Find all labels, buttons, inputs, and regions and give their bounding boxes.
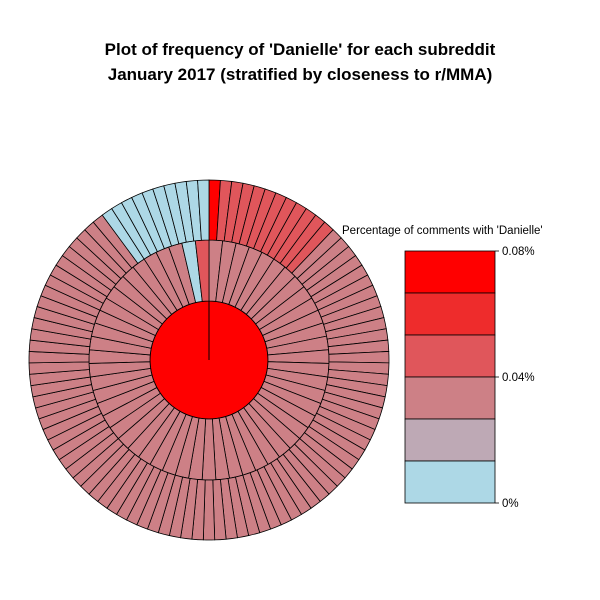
legend-bin	[404, 334, 496, 378]
legend-bin	[404, 250, 496, 294]
legend-bin	[404, 460, 496, 504]
sunburst-rings	[28, 179, 390, 541]
legend-color-bar	[404, 250, 496, 504]
legend-title: Percentage of comments with 'Danielle'	[342, 225, 543, 237]
chart-subtitle: January 2017 (stratified by closeness to…	[108, 65, 493, 84]
legend-bin	[404, 418, 496, 462]
legend-tick-label: 0.08%	[502, 246, 535, 258]
legend-bin	[404, 292, 496, 336]
legend-tick-label: 0%	[502, 498, 519, 510]
legend: Percentage of comments with 'Danielle' 0…	[342, 225, 543, 510]
outer-ring-segment	[197, 179, 210, 241]
legend-ticks: 0.08% 0.04% 0%	[495, 246, 535, 510]
legend-bin	[404, 376, 496, 420]
legend-tick-label: 0.04%	[502, 372, 535, 384]
chart-title: Plot of frequency of 'Danielle' for each…	[105, 40, 496, 59]
